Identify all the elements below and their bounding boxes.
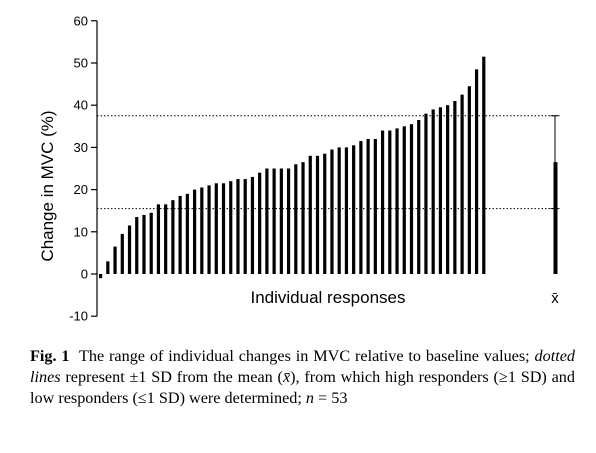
- x-axis-label: Individual responses: [251, 288, 406, 307]
- bar: [236, 179, 240, 274]
- mean-bar: [553, 162, 558, 274]
- bar: [127, 225, 132, 274]
- bar: [207, 185, 211, 274]
- bar: [359, 141, 363, 274]
- figure-caption: Fig. 1 The range of individual changes i…: [30, 346, 575, 409]
- bar: [99, 274, 103, 279]
- bar: [395, 128, 399, 274]
- y-tick-label: 60: [74, 13, 88, 28]
- caption-italic-a: dotted lines: [30, 347, 576, 386]
- bar: [185, 193, 189, 274]
- bar: [373, 138, 377, 274]
- caption-fig-label: Fig. 1: [30, 347, 70, 365]
- caption-text-a: The range of individual changes in MVC r…: [78, 347, 530, 365]
- bar: [142, 214, 146, 274]
- bar: [344, 147, 349, 274]
- bar: [135, 217, 139, 274]
- y-tick-label: 10: [74, 224, 88, 239]
- bar: [265, 168, 269, 274]
- bar: [120, 233, 124, 274]
- bar: [178, 195, 182, 274]
- bar: [467, 86, 471, 275]
- bar: [214, 183, 218, 274]
- y-tick-label: 40: [74, 98, 88, 113]
- caption-text-b: represent ±1 SD from the mean (: [65, 368, 283, 386]
- bar: [192, 189, 197, 274]
- bar: [301, 162, 305, 274]
- bar: [164, 204, 168, 274]
- bar: [113, 246, 117, 274]
- bar: [330, 149, 334, 274]
- bar: [366, 138, 370, 274]
- bar: [308, 155, 312, 274]
- y-tick-label: 20: [74, 182, 88, 197]
- mean-bar-group: [550, 115, 560, 274]
- bar: [272, 168, 276, 274]
- bar: [286, 168, 291, 274]
- y-tick-label: 50: [74, 56, 88, 71]
- bar: [279, 168, 283, 274]
- bar: [258, 172, 262, 274]
- bar: [446, 105, 450, 274]
- y-axis-label: Change in MVC (%): [38, 110, 57, 261]
- bar-chart: -10 0 10 20 30 40 50 60 Change in MVC (%) Indiv…: [38, 13, 560, 324]
- y-tick-label: 0: [81, 267, 88, 282]
- bar: [431, 109, 435, 274]
- bar: [221, 183, 226, 274]
- bar: [250, 176, 255, 274]
- y-tick-label: -10: [69, 309, 88, 324]
- bar: [229, 181, 233, 274]
- y-tick-label: 30: [74, 140, 88, 155]
- bar: [453, 100, 457, 274]
- caption-italic-c: n: [305, 389, 314, 407]
- bar: [156, 204, 161, 274]
- y-axis: -10 0 10 20 30 40 50 60: [69, 13, 98, 324]
- bar: [409, 124, 414, 274]
- bar: [106, 261, 110, 274]
- bar: [474, 69, 479, 274]
- bar: [482, 56, 486, 274]
- bar: [243, 179, 247, 274]
- caption-text-d: = 53: [318, 389, 348, 407]
- mean-label: x̄: [551, 290, 559, 307]
- bar: [402, 126, 406, 274]
- bar: [352, 145, 356, 274]
- bar: [171, 200, 175, 274]
- caption-italic-b: x̄: [282, 368, 291, 386]
- bar: [417, 119, 421, 274]
- bar: [337, 147, 341, 274]
- bar: [315, 155, 320, 274]
- sd-reference-lines: [97, 115, 558, 210]
- caption-text-c: ), from which high responders (≥1 SD) an…: [30, 368, 575, 407]
- bar: [294, 164, 298, 274]
- bar: [438, 107, 443, 274]
- bar: [149, 212, 153, 274]
- bars: [99, 56, 486, 279]
- bar: [380, 130, 385, 274]
- bar: [323, 153, 327, 274]
- bar: [388, 130, 392, 274]
- bar: [424, 113, 428, 274]
- bar: [200, 187, 204, 274]
- bar: [460, 94, 464, 275]
